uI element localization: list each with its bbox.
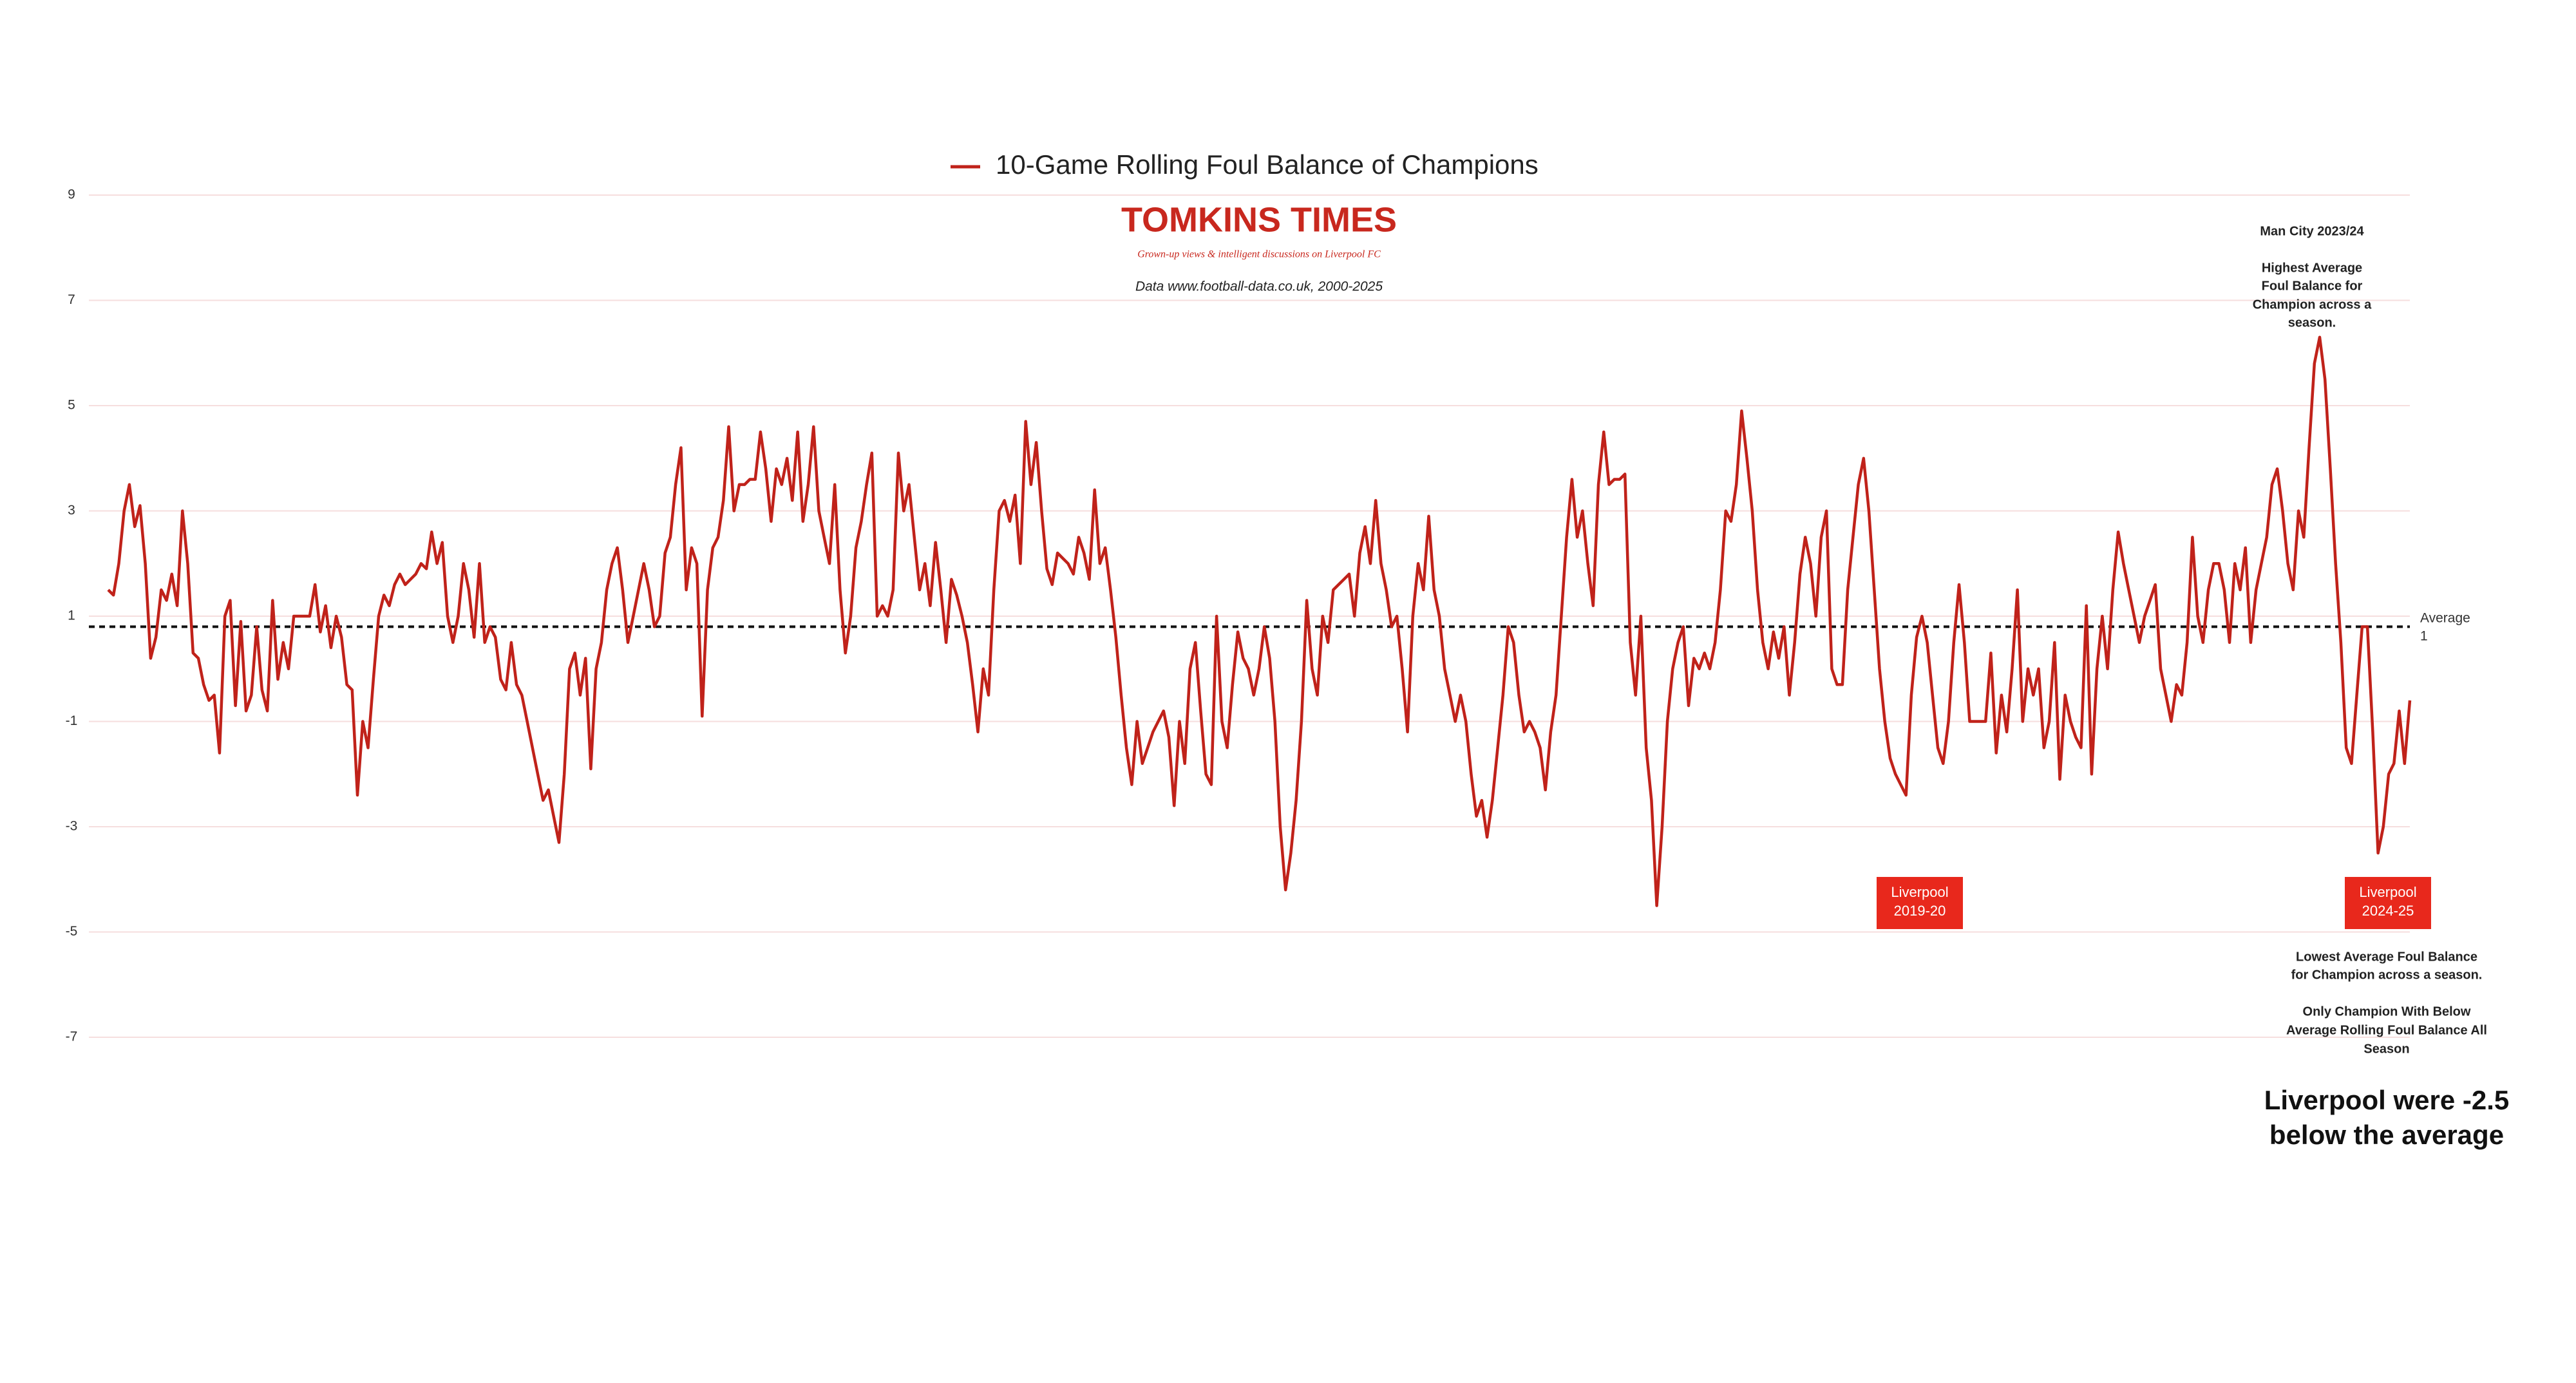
y-tick-label: 7 (68, 292, 75, 307)
highlight-box (2345, 877, 2431, 929)
y-tick-label: 9 (68, 187, 75, 202)
annotation: season. (2288, 315, 2336, 330)
annotation: Champion across a (2253, 297, 2372, 312)
y-tick-label: 1 (68, 608, 75, 623)
y-tick-label: 5 (68, 398, 75, 413)
average-label: Average (2420, 611, 2470, 626)
legend-label: 10-Game Rolling Foul Balance of Champion… (996, 149, 1539, 180)
logo-title: TOMKINS TIMES (1121, 200, 1397, 239)
highlight-box (1877, 877, 1963, 929)
y-tick-label: -3 (66, 819, 78, 834)
series-line (107, 335, 2412, 907)
y-tick-label: -1 (66, 713, 78, 728)
annotation: Average Rolling Foul Balance All (2286, 1023, 2487, 1037)
annotation: Season (2363, 1042, 2409, 1056)
source: Data www.football-data.co.uk, 2000-2025 (1135, 279, 1383, 294)
highlight-label: 2019-20 (1894, 903, 1946, 919)
annotation: Highest Average (2262, 261, 2362, 275)
y-tick-label: -7 (66, 1030, 78, 1044)
average-value: 1 (2420, 629, 2428, 644)
annotation: Lowest Average Foul Balance (2296, 950, 2477, 964)
annotation: Foul Balance for (2262, 279, 2363, 293)
y-tick-label: -5 (66, 924, 78, 939)
headline: Liverpool were -2.5 (2264, 1085, 2509, 1115)
annotation: Only Champion With Below (2303, 1004, 2471, 1019)
logo-tagline: Grown-up views & intelligent discussions… (1137, 249, 1381, 260)
highlight-label: Liverpool (2359, 884, 2416, 900)
annotation: for Champion across a season. (2291, 968, 2483, 982)
highlight-label: 2024-25 (2362, 903, 2414, 919)
highlight-label: Liverpool (1891, 884, 1948, 900)
y-tick-label: 3 (68, 503, 75, 518)
headline: below the average (2269, 1120, 2504, 1150)
annotation: Man City 2023/24 (2260, 224, 2364, 238)
